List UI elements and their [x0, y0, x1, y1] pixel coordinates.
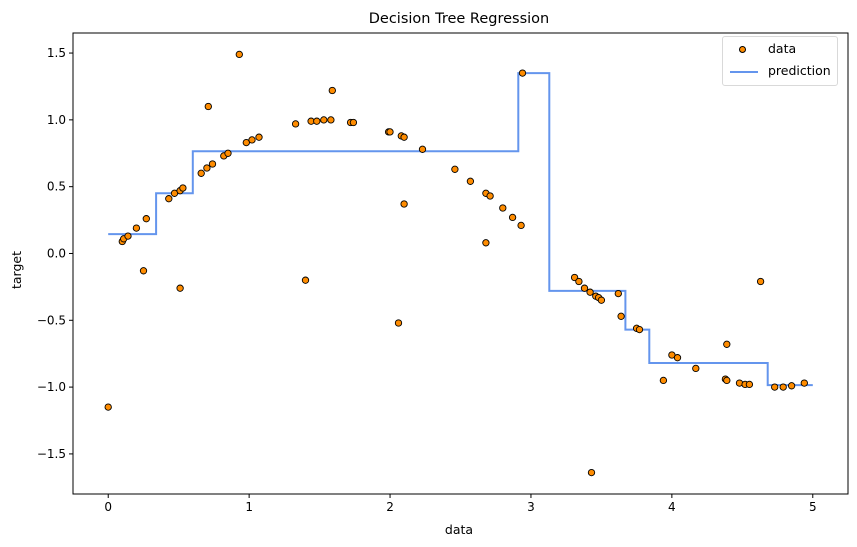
- legend-label-data: data: [768, 41, 797, 56]
- legend: data prediction: [722, 36, 838, 86]
- data-point: [208, 160, 217, 168]
- legend-item-data: data: [723, 40, 839, 60]
- legend-label-prediction: prediction: [768, 63, 831, 78]
- x-tick-label: 4: [668, 500, 676, 514]
- data-point: [508, 213, 517, 222]
- data-point: [386, 128, 394, 136]
- data-point: [482, 239, 490, 247]
- data-point: [291, 120, 300, 128]
- data-point: [580, 284, 589, 292]
- axes-border: [72, 32, 849, 495]
- data-point: [255, 133, 263, 141]
- prediction-series: [108, 72, 813, 387]
- y-axis-ticks: −1.5 −1.0 −0.5 0.0 0.5 1.0 1.5: [37, 46, 73, 461]
- data-point: [779, 383, 787, 391]
- data-point: [176, 284, 184, 292]
- y-tick-label: −1.0: [37, 380, 66, 394]
- data-point: [597, 296, 606, 304]
- data-point: [466, 177, 475, 185]
- data-point: [518, 69, 527, 77]
- data-point: [745, 380, 754, 389]
- data-point: [394, 319, 403, 327]
- data-point: [203, 164, 211, 172]
- chart-title: Decision Tree Regression: [369, 11, 549, 27]
- y-tick-label: 0.0: [47, 246, 66, 260]
- data-point: [517, 221, 525, 230]
- x-tick-label: 5: [809, 500, 817, 514]
- data-point: [400, 133, 408, 141]
- data-point: [248, 136, 256, 144]
- data-point: [587, 468, 596, 477]
- x-tick-label: 0: [104, 500, 112, 514]
- data-point: [635, 325, 644, 334]
- data-point: [400, 200, 408, 208]
- x-tick-label: 1: [245, 500, 253, 514]
- data-point: [673, 354, 682, 362]
- data-point: [320, 116, 328, 124]
- data-point: [771, 383, 779, 391]
- y-axis-label: target: [9, 251, 24, 289]
- y-tick-label: 1.5: [47, 46, 66, 60]
- data-point: [235, 50, 243, 59]
- data-point: [723, 376, 731, 385]
- data-point: [301, 276, 310, 284]
- data-point: [165, 195, 173, 203]
- data-point: [179, 184, 187, 192]
- data-point: [142, 215, 150, 223]
- data-point: [124, 232, 132, 240]
- data-point: [327, 116, 335, 124]
- data-point: [139, 267, 148, 275]
- data-point: [787, 382, 796, 390]
- data-point: [451, 165, 459, 173]
- y-tick-label: 1.0: [47, 113, 66, 127]
- data-point: [499, 204, 507, 212]
- y-tick-label: −0.5: [37, 313, 66, 327]
- prediction-line: [108, 72, 813, 387]
- data-point: [104, 403, 112, 411]
- legend-dot-marker: [739, 46, 746, 53]
- data-point: [723, 340, 731, 348]
- y-tick-label: 0.5: [47, 180, 66, 194]
- data-point: [692, 364, 700, 373]
- data-point: [614, 289, 622, 298]
- data-point: [349, 118, 358, 127]
- y-tick-label: −1.5: [37, 447, 66, 461]
- data-point: [224, 149, 232, 157]
- data-point: [242, 138, 250, 147]
- data-point: [617, 312, 625, 320]
- axes-frame: [72, 32, 849, 495]
- x-axis-ticks: 0 1 2 3 4 5: [104, 494, 817, 514]
- legend-item-prediction: prediction: [723, 62, 839, 82]
- data-point: [204, 102, 212, 111]
- legend-line-marker: [730, 71, 758, 73]
- data-point: [575, 277, 583, 286]
- data-point: [486, 192, 494, 200]
- data-point: [586, 288, 594, 296]
- data-point: [197, 169, 205, 177]
- data-point: [313, 117, 321, 125]
- data-point: [132, 224, 141, 232]
- data-point: [328, 86, 336, 95]
- data-point: [800, 379, 808, 387]
- data-point: [659, 376, 668, 385]
- data-point: [756, 277, 765, 286]
- data-series: [104, 50, 808, 477]
- x-tick-label: 2: [386, 500, 394, 514]
- data-point: [418, 145, 427, 153]
- x-axis-label: data: [445, 522, 473, 537]
- x-tick-label: 3: [527, 500, 535, 514]
